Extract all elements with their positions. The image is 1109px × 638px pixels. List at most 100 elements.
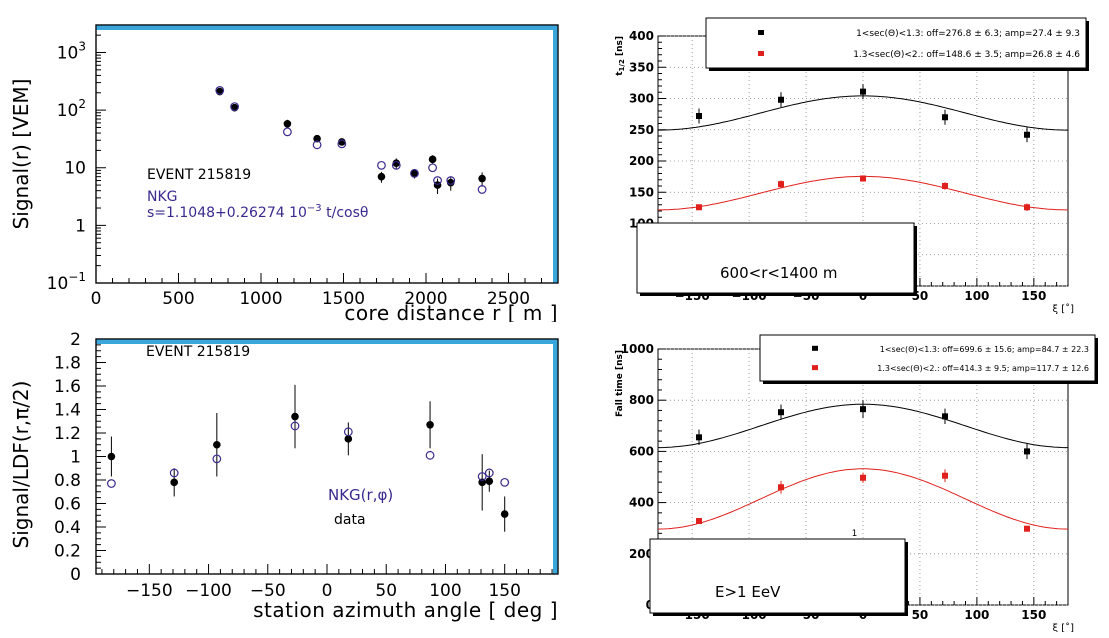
model-label: NKG(r,φ): [328, 486, 393, 504]
x-tick-label: 150: [1021, 608, 1046, 622]
fit-curve: [657, 468, 1069, 530]
data-point: [942, 114, 948, 121]
plot-frame: [95, 338, 559, 575]
x-tick-label: 2000: [404, 289, 447, 309]
model-point: [377, 160, 386, 170]
y-tick-label: 250: [629, 123, 654, 137]
y-tick-label: 600: [629, 444, 654, 458]
textbox-line: E>1 EeV: [715, 583, 781, 601]
x-tick-label: 150: [1021, 289, 1046, 303]
data-point: [485, 477, 494, 485]
y-tick-label: 0.6: [54, 495, 81, 515]
x-tick-label: 1500: [322, 289, 365, 309]
y-tick-label: 1.8: [54, 354, 81, 374]
y-axis-label: Signal(r) [VEM]: [9, 79, 33, 230]
model-label: NKG: [147, 189, 178, 205]
y-tick-label: 350: [629, 60, 654, 74]
y-axis-label: Fall time [ns]: [615, 350, 625, 417]
model-point: [169, 468, 179, 478]
y-axis-label: Signal/LDF(r,π/2): [9, 381, 33, 549]
model-point: [212, 454, 222, 464]
y-tick-label: 1.2: [54, 424, 81, 444]
legend-entry: 1<sec(Θ)<1.3: off=699.6 ± 15.6; amp=84.7…: [880, 345, 1089, 354]
data-point: [428, 155, 437, 164]
x-tick-label: 500: [162, 289, 194, 309]
data-point: [410, 169, 419, 178]
textbox: [636, 222, 915, 294]
plot-frame-outline: [95, 24, 559, 284]
data-point: [446, 178, 455, 187]
y-tick-label: 1000: [621, 342, 654, 356]
data-point: [1024, 448, 1030, 455]
data-point: [942, 183, 948, 189]
plot-frame-outline: [95, 338, 559, 575]
data-point: [426, 420, 434, 429]
data-point: [778, 181, 784, 188]
data-point: [433, 181, 442, 189]
x-axis-label: ξ [˚]: [1052, 622, 1074, 632]
model-point: [477, 472, 487, 481]
data-point: [778, 96, 784, 103]
legend-entry: 1.3<sec(Θ)<2.: off=148.6 ± 3.5; amp=26.8…: [853, 50, 1080, 60]
data-point: [860, 406, 866, 413]
event-label: EVENT 215819: [147, 167, 251, 183]
model-point: [446, 176, 456, 185]
data-point: [170, 478, 178, 487]
data-point: [213, 440, 221, 449]
legend-box: [759, 334, 1096, 382]
textbox-line: E>1 EeV: [720, 14, 786, 18]
x-tick-label: 100: [964, 289, 989, 303]
azimuth-chart: −150 −100 −50 0 50 100 150 0 0.2 0.4 0.6 0.8 1 1.2 1.4…: [9, 330, 559, 622]
x-tick-label: 0: [322, 581, 333, 601]
data-point: [860, 175, 866, 182]
data-point: [860, 474, 866, 481]
data-point: [942, 413, 948, 420]
legend-entry: 1<sec(Θ)<1.3: off=276.8 ± 6.3; amp=27.4 …: [856, 29, 1080, 39]
model-point: [283, 127, 292, 137]
y-tick-label: 1.6: [54, 377, 81, 397]
data-point: [291, 412, 299, 421]
textbox: [649, 538, 906, 614]
y-tick-label: 103: [57, 39, 86, 63]
plot-frame: [95, 24, 559, 284]
data-point: [377, 172, 386, 181]
model-point: [106, 479, 116, 488]
ldf-chart: 0 500 1000 1500 2000 2500 10−1 1 10 102 103 core di…: [9, 24, 559, 325]
ldf-chart-panel: 0 500 1000 1500 2000 2500 10−1 1 10 102 103 core di…: [0, 0, 570, 325]
legend-marker: [758, 51, 764, 56]
y-tick-label: 150: [629, 185, 654, 199]
x-tick-label: 100: [964, 608, 989, 622]
data-point: [478, 478, 486, 487]
data-point: [1024, 204, 1030, 211]
y-tick-label: 0.4: [54, 518, 81, 538]
x-tick-label: −100: [185, 581, 232, 601]
data-label: data: [334, 512, 366, 528]
data-point: [344, 435, 353, 443]
y-tick-label: 300: [629, 92, 654, 106]
y-tick-label: 400: [629, 496, 654, 510]
data-point: [500, 510, 509, 518]
y-tick-label: 800: [629, 393, 654, 407]
model-point: [343, 427, 353, 437]
formula-label: s=1.1048+0.26274 10−3 t/cosθ: [147, 203, 368, 221]
data-point: [1024, 525, 1030, 532]
stray-label: 1: [852, 529, 858, 539]
textbox-line: 600<r<1400 m: [715, 330, 833, 334]
model-point: [477, 185, 487, 194]
azimuth-chart-panel: −150 −100 −50 0 50 100 150 0 0.2 0.4 0.6 0.8 1 1.2 1.4…: [0, 322, 570, 634]
y-tick-label: 400: [629, 29, 654, 43]
y-tick-label: 102: [57, 97, 86, 121]
y-tick-label: 200: [629, 547, 654, 561]
y-tick-label: 200: [629, 154, 654, 168]
model-point: [500, 477, 510, 487]
y-tick-label: 10: [64, 159, 86, 179]
data-point: [778, 484, 784, 491]
y-tick-label: 0.2: [54, 542, 81, 562]
data-point: [942, 472, 948, 479]
model-point: [410, 168, 419, 178]
y-tick-label: 2: [70, 330, 81, 350]
y-tick-label: 1: [75, 216, 86, 236]
frame-shadow: [96, 339, 558, 574]
data-point: [860, 88, 866, 95]
rise-time-chart-panel: −150−100−5005010015005010015020025030035…: [598, 0, 1104, 316]
